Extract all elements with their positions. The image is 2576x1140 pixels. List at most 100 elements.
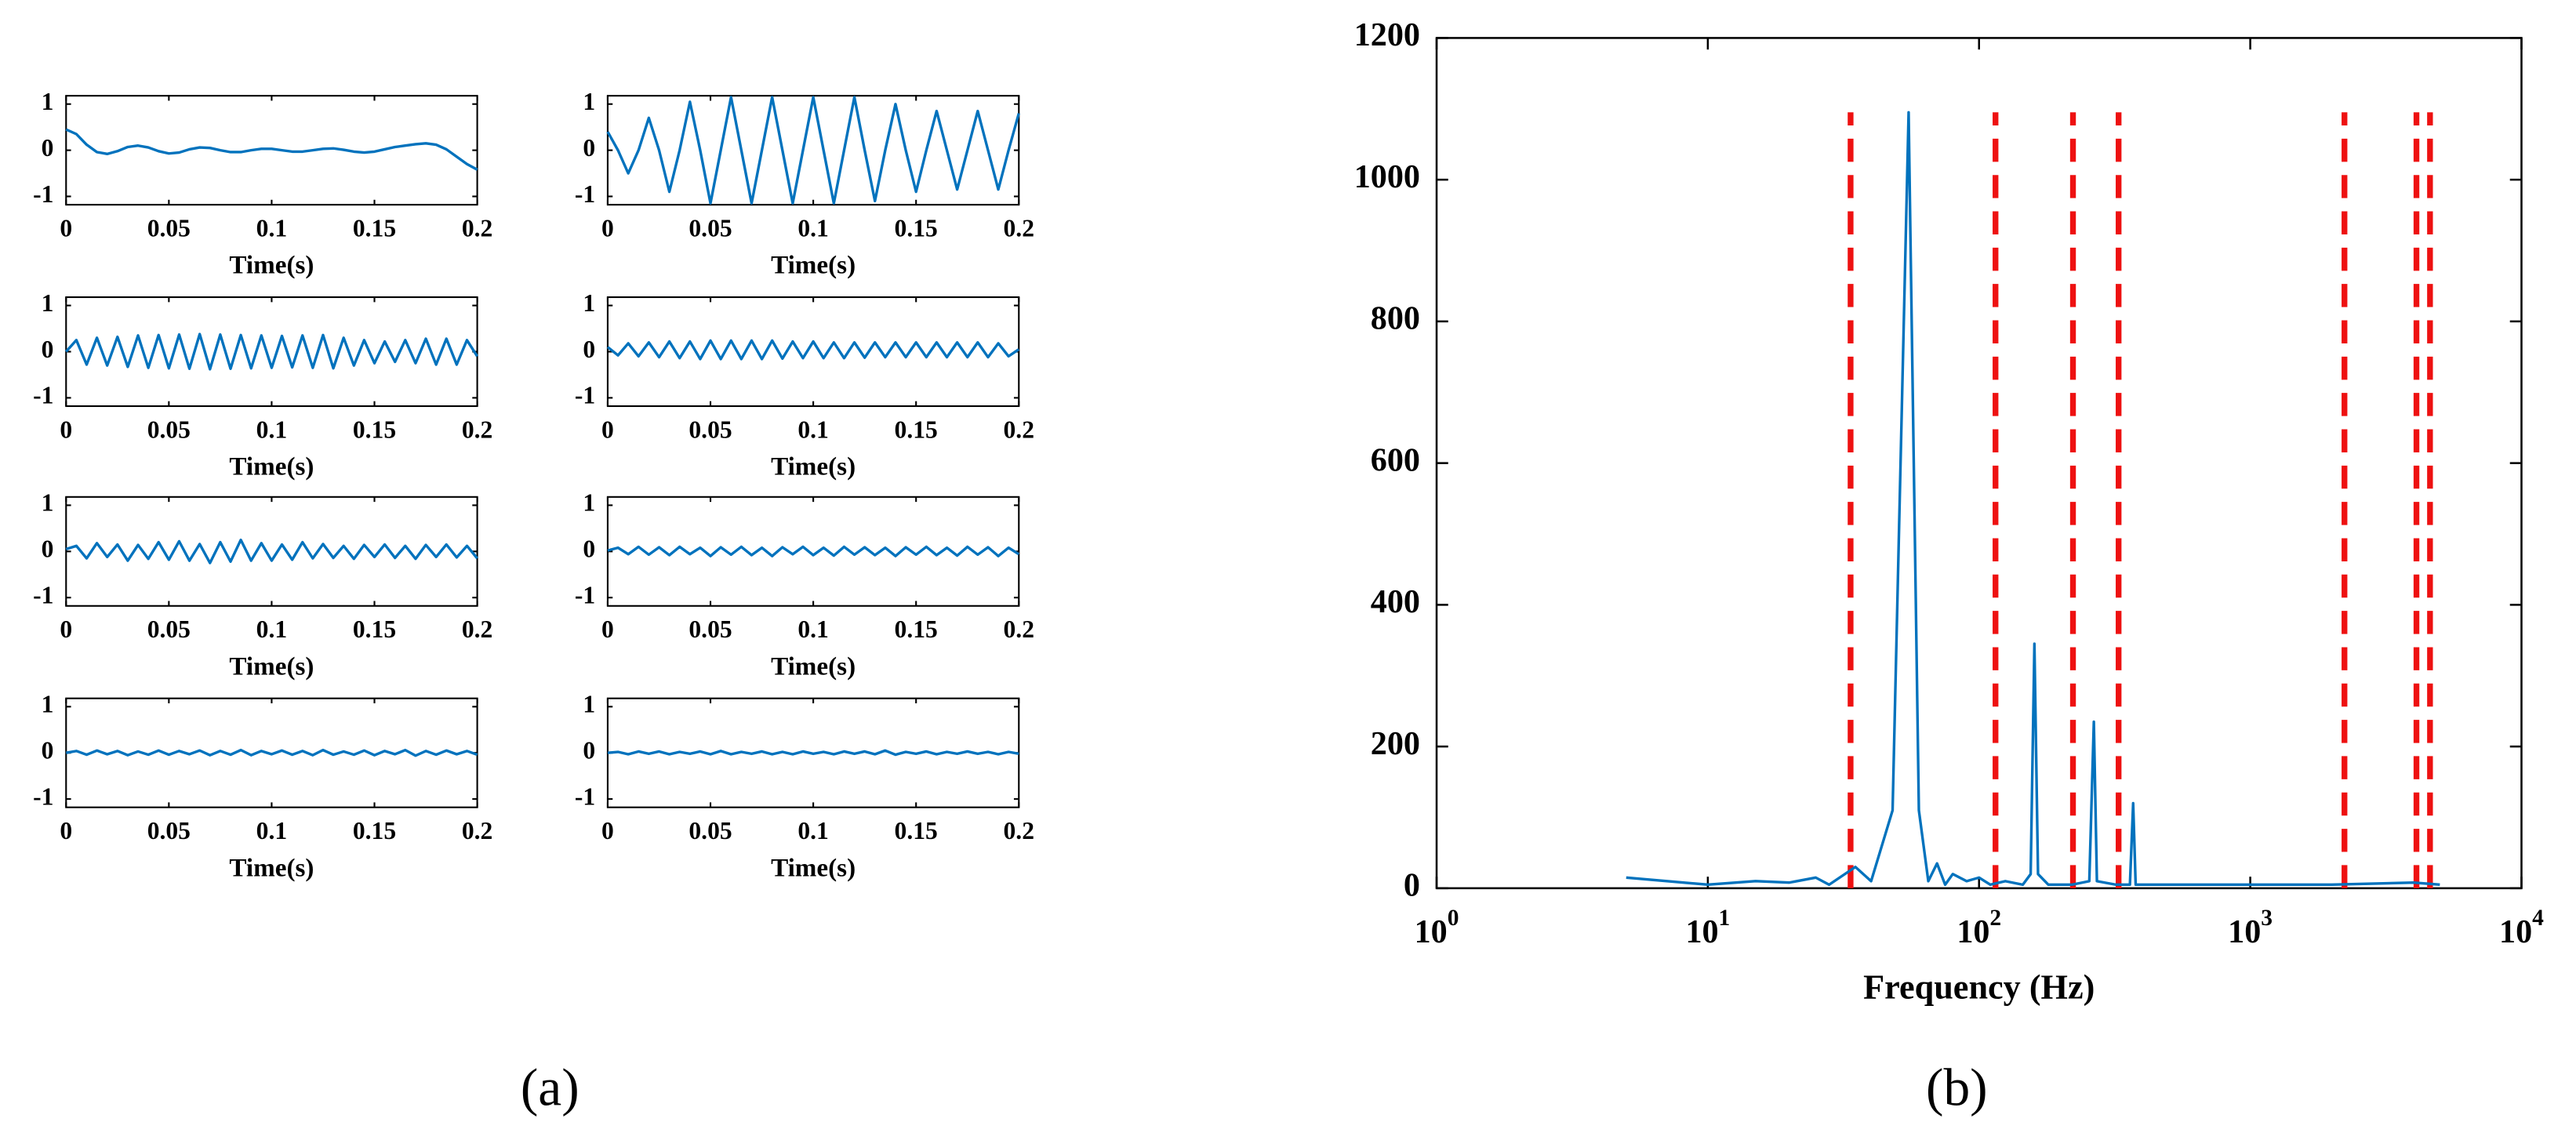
axes-box [1435, 37, 2523, 890]
y-tick-label: 0 [42, 736, 54, 764]
x-tick-label: 104 [2499, 906, 2544, 950]
x-tick-label: 0.05 [147, 817, 191, 844]
x-tick-label: 0 [60, 215, 72, 242]
x-tick-label: 0.1 [798, 817, 828, 844]
x-axis-label: Time(s) [771, 652, 856, 681]
y-tick-label: 0 [583, 134, 595, 162]
x-axis-label: Time(s) [229, 251, 314, 280]
signal-line [65, 538, 478, 565]
x-axis-label: Time(s) [771, 452, 856, 481]
y-tick-label: 0 [583, 736, 595, 764]
x-tick-label: 0.05 [689, 817, 732, 844]
x-tick-label: 103 [2228, 906, 2273, 950]
y-tick-label: 200 [1371, 725, 1420, 762]
signal-line [1626, 111, 2440, 887]
y-tick-label: 0 [583, 336, 595, 363]
y-tick-label: 1 [583, 88, 595, 115]
x-tick-label: 0.05 [689, 416, 732, 443]
x-tick-label: 101 [1685, 906, 1730, 950]
y-tick-label: 1 [42, 289, 54, 317]
x-tick-label: 0.1 [798, 416, 828, 443]
signal-line [65, 128, 478, 171]
y-tick-label: -1 [33, 581, 53, 608]
y-tick-label: 1 [583, 691, 595, 718]
y-tick-label: -1 [575, 382, 595, 409]
x-tick-label: 0.15 [895, 416, 938, 443]
signal-line [607, 749, 1019, 757]
x-tick-label: 0.15 [353, 615, 396, 643]
x-tick-label: 0 [601, 817, 614, 844]
x-tick-label: 0.1 [256, 817, 287, 844]
x-tick-label: 0 [601, 416, 614, 443]
y-tick-label: 1 [42, 489, 54, 517]
x-tick-label: 0.2 [1004, 215, 1034, 242]
y-tick-label: 0 [42, 536, 54, 563]
axes-box [606, 95, 1020, 206]
y-tick-label: 1200 [1354, 16, 1420, 53]
x-axis-label: Frequency (Hz) [1863, 968, 2095, 1007]
y-tick-label: 800 [1371, 300, 1420, 337]
axes-box [65, 496, 478, 607]
y-tick-label: 1 [42, 691, 54, 718]
x-axis-label: Time(s) [229, 452, 314, 481]
y-tick-label: 0 [583, 536, 595, 563]
x-axis-label: Time(s) [229, 853, 314, 882]
x-tick-label: 0.1 [798, 615, 828, 643]
x-tick-label: 0 [60, 817, 72, 844]
signal-line [65, 748, 478, 757]
y-tick-label: -1 [575, 581, 595, 608]
x-tick-label: 0.15 [353, 215, 396, 242]
y-tick-label: -1 [575, 782, 595, 810]
x-tick-label: 0 [601, 215, 614, 242]
x-tick-label: 0.2 [462, 615, 492, 643]
x-tick-label: 0.1 [798, 215, 828, 242]
x-axis-label: Time(s) [229, 652, 314, 681]
x-tick-label: 0.15 [895, 615, 938, 643]
signal-line [606, 339, 1020, 361]
y-tick-label: -1 [33, 782, 53, 810]
panel-label: (a) [521, 1058, 580, 1116]
signal-line [65, 332, 479, 371]
x-tick-label: 0.05 [689, 215, 732, 242]
x-tick-label: 0.2 [1004, 817, 1034, 844]
y-tick-label: -1 [575, 180, 595, 208]
axes-box [606, 296, 1020, 408]
axes-box [65, 95, 478, 206]
x-tick-label: 0 [60, 416, 72, 443]
x-axis-label: Time(s) [771, 251, 856, 280]
y-tick-label: 1 [583, 289, 595, 317]
x-tick-label: 102 [1957, 906, 2001, 950]
axes-box [606, 496, 1020, 607]
y-tick-label: 600 [1371, 441, 1420, 478]
x-tick-label: 0.2 [462, 817, 492, 844]
x-tick-label: 0.15 [895, 817, 938, 844]
x-tick-label: 0.2 [1004, 416, 1034, 443]
panel-label: (b) [1926, 1058, 1988, 1116]
x-tick-label: 0.05 [147, 615, 191, 643]
y-tick-label: 0 [42, 336, 54, 363]
x-tick-label: 0 [601, 615, 614, 643]
y-tick-label: 0 [1404, 867, 1420, 904]
y-tick-label: 400 [1371, 583, 1420, 620]
x-tick-label: 0.1 [256, 416, 287, 443]
x-tick-label: 0.15 [353, 817, 396, 844]
axes-box [65, 296, 478, 408]
y-tick-label: 0 [42, 134, 54, 162]
y-tick-label: 1 [583, 489, 595, 517]
y-tick-label: -1 [33, 382, 53, 409]
signal-line [606, 96, 1020, 205]
x-tick-label: 0 [60, 615, 72, 643]
x-tick-label: 100 [1415, 906, 1459, 950]
x-tick-label: 0.05 [689, 615, 732, 643]
x-tick-label: 0.2 [462, 416, 492, 443]
y-tick-label: 1 [42, 88, 54, 115]
x-tick-label: 0.05 [147, 215, 191, 242]
y-tick-label: -1 [33, 180, 53, 208]
x-tick-label: 0.15 [895, 215, 938, 242]
signal-line [607, 545, 1020, 557]
x-tick-label: 0.05 [147, 416, 191, 443]
x-axis-label: Time(s) [771, 853, 856, 882]
x-tick-label: 0.1 [256, 615, 287, 643]
